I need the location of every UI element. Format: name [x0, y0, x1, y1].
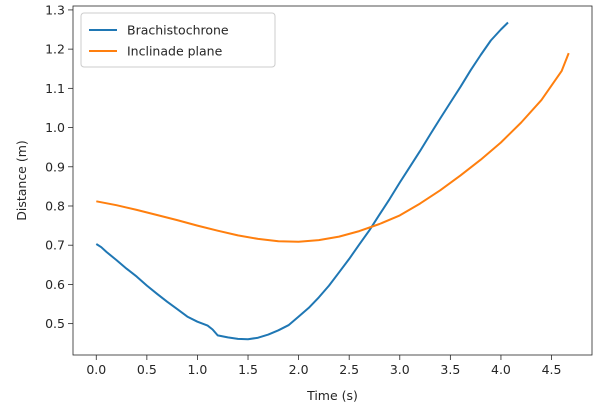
y-tick-label: 1.1	[45, 81, 65, 96]
x-tick-label: 1.0	[187, 362, 207, 377]
legend-box	[80, 12, 276, 68]
y-tick-label: 0.5	[45, 316, 65, 331]
y-tick-label: 0.7	[45, 238, 65, 253]
y-tick-label: 1.3	[45, 2, 65, 17]
y-tick-label: 0.6	[45, 277, 65, 292]
series-line-inclined-plane	[96, 52, 570, 243]
series-line-brachistochrone	[95, 21, 509, 341]
x-tick-label: 3.0	[390, 362, 410, 377]
x-tick-label: 1.5	[238, 362, 258, 377]
x-tick-label: 2.0	[289, 362, 309, 377]
x-axis-label: Time (s)	[306, 388, 358, 403]
x-tick-label: 0.0	[86, 362, 106, 377]
y-axis-ticks: 0.5 0.6 0.7 0.8 0.9 1.0 1.1 1.2 1.3	[45, 2, 73, 331]
y-axis-label: Distance (m)	[14, 140, 29, 221]
legend-label-brachistochrone: Brachistochrone	[127, 23, 229, 38]
y-tick-label: 1.2	[45, 42, 65, 57]
plot-area-frame	[72, 5, 593, 356]
x-tick-label: 0.5	[137, 362, 157, 377]
y-tick-label: 0.9	[45, 159, 65, 174]
x-tick-label: 4.5	[542, 362, 562, 377]
x-tick-label: 3.5	[440, 362, 460, 377]
y-tick-label: 1.0	[45, 120, 65, 135]
x-tick-label: 4.0	[491, 362, 511, 377]
y-tick-label: 0.8	[45, 198, 65, 213]
series-lines	[95, 21, 570, 341]
x-axis-ticks: 0.0 0.5 1.0 1.5 2.0 2.5 3.0 3.5 4.0 4.5	[86, 355, 561, 377]
legend: Brachistochrone Inclinade plane	[80, 12, 276, 68]
legend-label-inclined-plane: Inclinade plane	[127, 44, 223, 59]
x-tick-label: 2.5	[339, 362, 359, 377]
